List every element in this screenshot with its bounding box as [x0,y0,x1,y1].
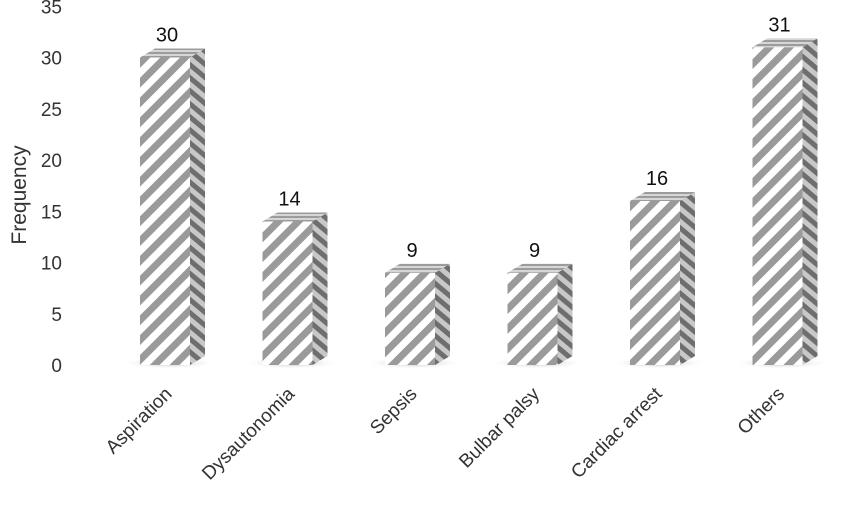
bar-top-face [140,48,205,58]
bar [385,263,450,365]
y-tick-label: 5 [51,305,62,326]
bar-side-face [802,38,818,365]
bar-front-face [385,272,435,365]
bar-front-face [140,57,190,365]
category-label: Others [734,384,789,439]
bar-front-face [262,221,313,365]
y-axis-title: Frequency [8,145,31,245]
bar-front-face [752,47,803,365]
bar-side-face [680,192,695,365]
bar-top-face [630,192,695,201]
data-label: 9 [406,240,417,262]
y-tick-label: 10 [41,254,62,275]
category-label: Sepsis [366,384,421,439]
bar [140,48,205,365]
data-label: 30 [156,25,178,47]
bar-side-face [435,263,450,365]
bar-side-face [312,212,328,365]
bar-top-face [752,38,818,48]
data-label: 9 [529,240,540,262]
y-tick-label: 30 [41,49,62,70]
category-label: Aspiration [102,384,177,459]
bar-side-face [557,263,573,365]
bar [507,263,573,365]
data-label: 14 [278,189,300,211]
data-label: 31 [768,14,790,36]
y-tick-label: 20 [41,151,62,172]
bar-side-face [190,48,205,365]
category-label: Dysautonomia [198,383,299,484]
category-label: Cardiac arrest [567,383,667,483]
bar-front-face [630,201,680,365]
bar [752,38,818,365]
bar [262,212,328,365]
bar-top-face [262,212,328,222]
data-label: 16 [646,168,668,190]
y-tick-label: 15 [41,202,62,223]
category-label: Bulbar palsy [455,383,544,472]
y-tick-label: 25 [41,100,62,121]
bar [630,192,695,365]
y-tick-label: 0 [51,356,62,377]
bar-top-face [507,263,573,273]
bar-top-face [385,263,450,273]
y-tick-label: 35 [41,0,62,18]
bar-front-face [507,272,558,365]
